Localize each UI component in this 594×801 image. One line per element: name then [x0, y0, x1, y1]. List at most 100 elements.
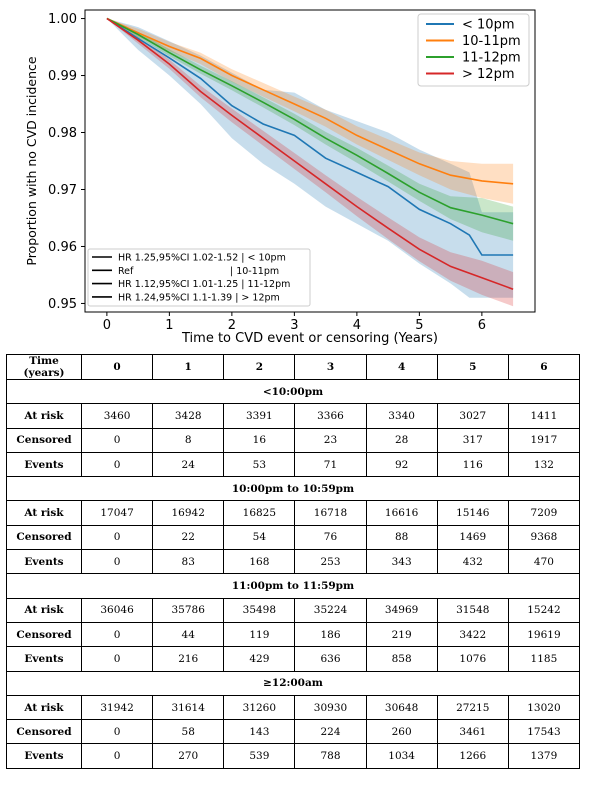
series-line-0 — [106, 17, 514, 256]
legend-box — [417, 13, 530, 87]
table-cell: 53 — [223, 451, 296, 478]
header-time-cell: Time (years) — [6, 354, 82, 380]
table-cell: 0 — [80, 524, 154, 551]
table-cell: 35224 — [294, 597, 367, 623]
table-cell: 3340 — [365, 403, 438, 429]
table-cell: 636 — [294, 646, 367, 672]
series-line-3 — [106, 17, 514, 290]
table-cell: 54 — [223, 524, 296, 551]
table-cell: 1076 — [436, 646, 509, 672]
table-cell: 3428 — [152, 403, 225, 429]
table-cell: 44 — [152, 621, 225, 648]
table-cell: 343 — [365, 549, 438, 575]
table-cell: 31942 — [80, 694, 154, 721]
x-tick-label: 0 — [103, 318, 111, 333]
row-label: Events — [6, 451, 82, 478]
table-row: Events 0 216 429 636 858 1076 1185 — [6, 646, 581, 672]
table-cell: 31614 — [152, 694, 225, 721]
row-label: Events — [6, 646, 82, 672]
plot-frame — [84, 9, 536, 313]
table-cell: 116 — [436, 451, 509, 478]
table-cell: 0 — [80, 743, 154, 769]
header-year-cell: 2 — [223, 354, 296, 380]
group-title: 11:00pm to 11:59pm — [6, 573, 580, 599]
table-cell: 35786 — [152, 597, 225, 623]
hr-legend-box — [87, 248, 311, 307]
table-cell: 76 — [294, 524, 367, 551]
table-cell: 15146 — [436, 500, 509, 526]
table-cell: 3461 — [436, 719, 509, 745]
group-header-row: <10:00pm — [6, 378, 580, 405]
table-cell: 3391 — [223, 403, 296, 429]
header-year-cell: 6 — [507, 354, 581, 380]
table-cell: 317 — [436, 427, 509, 453]
table-cell: 0 — [80, 451, 154, 478]
x-axis-label: Time to CVD event or censoring (Years) — [181, 331, 438, 346]
row-label: Censored — [6, 719, 82, 745]
header-year-cell: 3 — [294, 354, 367, 380]
group-header-row: 11:00pm to 11:59pm — [6, 573, 580, 599]
x-tick-label: 5 — [415, 318, 423, 333]
table-cell: 0 — [80, 646, 154, 672]
legend-label-3: > 12pm — [462, 67, 514, 82]
table-cell: 0 — [80, 719, 154, 745]
table-cell: 1266 — [436, 743, 509, 769]
table-cell: 0 — [80, 621, 154, 648]
table-cell: 0 — [80, 427, 154, 453]
legend-label-0: < 10pm — [462, 18, 514, 33]
table-cell: 3460 — [80, 403, 154, 429]
table-cell: 270 — [152, 743, 225, 769]
table-cell: 1917 — [507, 427, 581, 453]
table-cell: 470 — [507, 549, 581, 575]
row-label: At risk — [6, 694, 82, 721]
table-cell: 224 — [294, 719, 367, 745]
row-label: At risk — [6, 500, 82, 526]
table-cell: 1379 — [507, 743, 581, 769]
ci-band-0 — [106, 18, 514, 298]
hr-legend-label: HR 1.24,95%CI 1.1-1.39 | > 12pm — [118, 292, 280, 303]
ci-band-3 — [106, 18, 514, 307]
series-line-1 — [106, 17, 514, 185]
y-tick-label: 1.00 — [48, 12, 77, 27]
table-cell: 22 — [152, 524, 225, 551]
table-row: Censored 0 44 119 186 219 3422 19619 — [6, 621, 581, 648]
hr-legend-label: HR 1.25,95%CI 1.02-1.52 | < 10pm — [118, 253, 286, 264]
table-cell: 36046 — [80, 597, 154, 623]
table-cell: 16825 — [223, 500, 296, 526]
table-cell: 31548 — [436, 597, 509, 623]
series-lines — [106, 17, 514, 290]
table-cell: 34969 — [365, 597, 438, 623]
table-cell: 58 — [152, 719, 225, 745]
table-cell: 219 — [365, 621, 438, 648]
table-cell: 1185 — [507, 646, 581, 672]
table-cell: 31260 — [223, 694, 296, 721]
series-line-2 — [106, 17, 514, 225]
y-tick-label: 0.99 — [48, 69, 77, 84]
table-row: Censored 0 22 54 76 88 1469 9368 — [6, 524, 581, 551]
table-row: Censored 0 58 143 224 260 3461 17543 — [6, 719, 581, 745]
table-cell: 1469 — [436, 524, 509, 551]
hr-legend-label: HR 1.12,95%CI 1.01-1.25 | 11-12pm — [118, 279, 290, 290]
y-axis-label: Proportion with no CVD incidence — [24, 56, 39, 266]
x-tick-label: 3 — [290, 318, 298, 333]
table-cell: 30648 — [365, 694, 438, 721]
table-cell: 23 — [294, 427, 367, 453]
table-cell: 7209 — [507, 500, 581, 526]
table-cell: 858 — [365, 646, 438, 672]
table-cell: 16 — [223, 427, 296, 453]
header-year-cell: 4 — [365, 354, 438, 380]
table-row: At risk 31942 31614 31260 30930 30648 27215 130… — [6, 694, 581, 721]
table-cell: 539 — [223, 743, 296, 769]
table-cell: 17543 — [507, 719, 581, 745]
x-tick-label: 6 — [478, 318, 486, 333]
row-label: Censored — [6, 524, 82, 551]
table-cell: 30930 — [294, 694, 367, 721]
legend-label-2: 11-12pm — [462, 51, 521, 66]
at-risk-table: Time (years) 0 1 2 3 4 5 6 <10:00pm At risk 3460 34… — [6, 354, 581, 769]
header-year-cell: 0 — [80, 354, 154, 380]
table-cell: 0 — [80, 549, 154, 575]
y-ticks: 0.95 0.96 0.97 0.98 0.99 1.00 — [48, 12, 85, 312]
table-cell: 16942 — [152, 500, 225, 526]
hr-legend-label: Ref | 10-11pm — [118, 266, 279, 277]
table-cell: 132 — [507, 451, 581, 478]
